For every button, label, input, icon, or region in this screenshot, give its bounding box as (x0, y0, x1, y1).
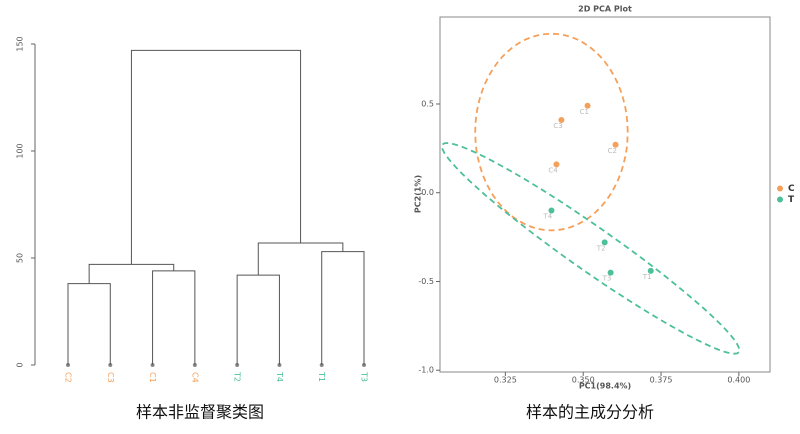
confidence-ellipse (440, 142, 741, 355)
y-tick-label: 0.5 (421, 99, 434, 108)
y-tick-label: -0.5 (418, 277, 434, 286)
x-tick-label: 0.350 (572, 376, 595, 385)
point (612, 141, 619, 148)
plot-frame (439, 16, 771, 373)
dendrogram-link (152, 270, 196, 365)
legend-marker (777, 185, 783, 192)
point-label: C4 (548, 166, 558, 174)
point-label: C3 (553, 122, 562, 130)
point (558, 116, 565, 123)
point (601, 239, 608, 246)
x-axis-label: PC1(98.4%) (579, 382, 631, 391)
leaf-label: C2 (64, 372, 73, 383)
x-tick-label: 0.375 (650, 376, 673, 385)
x-tick-label: 0.325 (494, 376, 517, 385)
dendrogram-link (321, 251, 365, 365)
y-tick-label: 100 (16, 143, 25, 158)
caption: 样本非监督聚类图 (136, 403, 264, 422)
point-label: C1 (580, 108, 589, 116)
point-label: T2 (596, 244, 606, 252)
leaf-label: T4 (275, 371, 284, 382)
caption: 样本的主成分分析 (526, 403, 654, 422)
leaf-label: T3 (360, 371, 369, 382)
point (584, 102, 591, 109)
dendrogram-link (130, 49, 302, 265)
legend-marker (777, 196, 783, 203)
legend-label: C (788, 184, 795, 194)
confidence-ellipse (474, 32, 629, 232)
chart-title: 2D PCA Plot (578, 5, 632, 14)
leaf-label: T1 (317, 371, 326, 382)
y-tick-label: 150 (16, 36, 25, 51)
x-tick-label: 0.400 (727, 376, 750, 385)
dendrogram-link (88, 263, 175, 284)
leaf-label: C1 (148, 372, 157, 383)
y-tick-label: -1.0 (418, 366, 434, 375)
y-tick-label: 0 (16, 362, 25, 367)
point (553, 161, 560, 168)
point-label: T3 (602, 275, 612, 283)
legend-label: T (788, 195, 795, 205)
point (548, 207, 555, 214)
point (607, 269, 614, 276)
dendrogram-link (67, 283, 111, 365)
point-label: C2 (608, 147, 617, 155)
point-label: T4 (542, 212, 552, 220)
y-tick-label: 50 (16, 253, 25, 263)
dendrogram-link (257, 242, 344, 276)
leaf-label: T2 (233, 371, 242, 382)
leaf-label: C3 (106, 372, 115, 383)
leaf-label: C4 (190, 372, 199, 383)
y-tick-label: 0.0 (421, 188, 434, 197)
point (647, 267, 654, 274)
point-label: T1 (642, 273, 652, 281)
y-axis-label: PC2(1%) (414, 175, 423, 213)
dendrogram-link (236, 274, 280, 365)
